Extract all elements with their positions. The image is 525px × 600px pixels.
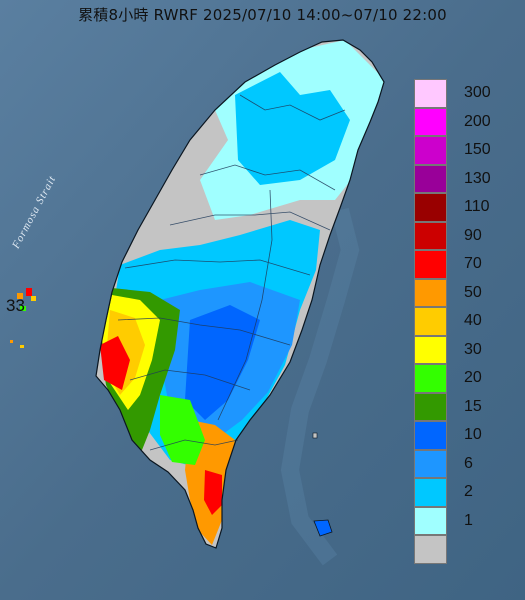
coastline [95, 39, 385, 549]
legend-label: 110 [464, 198, 490, 215]
legend-swatch [414, 449, 447, 478]
legend-label: 300 [464, 84, 491, 101]
legend-swatch [414, 364, 447, 393]
legend-swatch [414, 107, 447, 136]
legend-label: 130 [464, 169, 491, 187]
legend-swatch [414, 278, 447, 307]
legend-label: 150 [464, 141, 491, 158]
rain-zone-70mm [100, 336, 130, 390]
legend-swatch [414, 79, 447, 108]
legend-swatch [414, 250, 447, 279]
legend-label: 30 [464, 340, 482, 358]
legend-swatch [414, 307, 447, 336]
legend-swatch [414, 392, 447, 421]
legend-label: 200 [464, 112, 491, 130]
legend-label: 50 [464, 283, 482, 301]
legend-label: 40 [464, 312, 482, 329]
legend-label: 70 [464, 255, 482, 272]
rain-zone-10mm [185, 305, 260, 420]
legend-swatch [414, 136, 447, 165]
legend-swatch [414, 506, 447, 535]
legend-label: 90 [464, 226, 482, 244]
island-penghu [10, 288, 36, 348]
rain-zone-20mm [160, 395, 205, 465]
legend-swatch [414, 164, 447, 193]
rain-zone-north-2mm [235, 72, 350, 185]
island-green [312, 432, 318, 439]
legend-label: 6 [464, 454, 473, 472]
legend-swatch [414, 193, 447, 222]
legend-swatch [414, 421, 447, 450]
legend-swatch [414, 478, 447, 507]
map-title: 累積8小時 RWRF 2025/07/10 14:00~07/10 22:00 [78, 6, 447, 24]
legend-label: 20 [464, 369, 482, 386]
legend-swatch [414, 335, 447, 364]
legend-label: 10 [464, 426, 482, 443]
legend-label: 2 [464, 483, 473, 500]
sea-shelf [280, 207, 360, 566]
legend-swatch [414, 221, 447, 250]
rain-zone-south-70mm [204, 470, 222, 515]
island-lanyu [313, 519, 333, 537]
legend-label: 1 [464, 511, 473, 529]
county-borders [117, 94, 346, 451]
legend-swatch [414, 535, 447, 564]
legend-label: 15 [464, 397, 482, 415]
station-value-label: 33 [6, 296, 25, 315]
